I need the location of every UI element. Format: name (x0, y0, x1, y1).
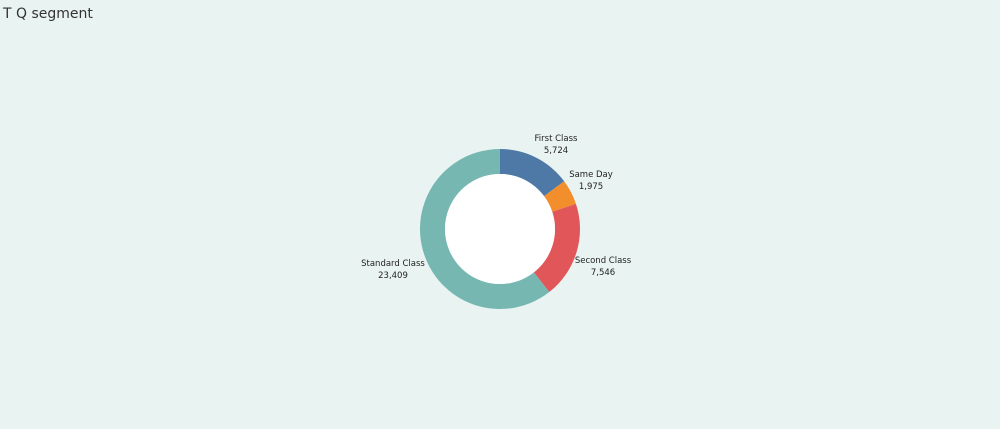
donut-hole (445, 174, 555, 284)
donut-slice-second-class[interactable] (533, 203, 580, 293)
slice-value-label: 23,409 (378, 271, 408, 281)
slice-value-label: 1,975 (579, 182, 603, 192)
slice-label: Standard Class (361, 259, 425, 269)
donut-slice-same-day[interactable] (544, 181, 576, 212)
slice-value-label: 7,546 (591, 268, 615, 278)
slice-label: First Class (535, 134, 579, 144)
slice-label: Same Day (569, 170, 613, 180)
donut-slice-first-class[interactable] (500, 149, 565, 197)
chart-title: T Q segment (3, 6, 93, 22)
slice-label: Second Class (575, 256, 632, 266)
slice-value-label: 5,724 (544, 146, 568, 156)
donut-slice-standard-class[interactable] (420, 149, 550, 309)
